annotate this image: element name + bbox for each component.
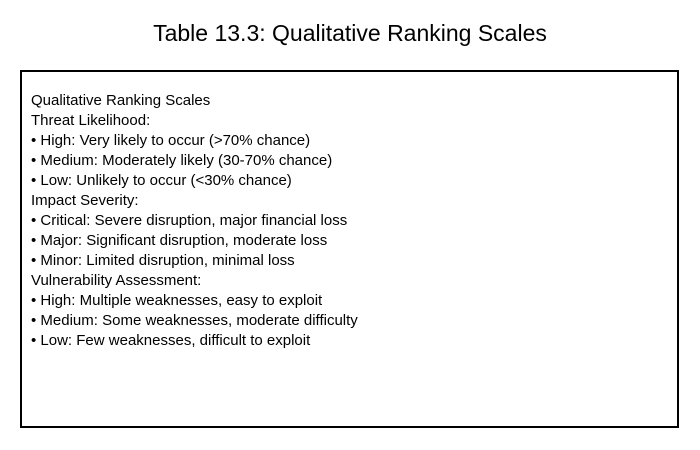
list-item: • Critical: Severe disruption, major fin… bbox=[31, 212, 348, 229]
table-content: Qualitative Ranking Scales Threat Likeli… bbox=[31, 91, 669, 351]
list-item: • Major: Significant disruption, moderat… bbox=[31, 232, 328, 249]
list-item: • High: Very likely to occur (>70% chanc… bbox=[31, 132, 311, 149]
list-item: • Minor: Limited disruption, minimal los… bbox=[31, 252, 295, 269]
list-item: • Low: Few weaknesses, difficult to expl… bbox=[31, 332, 311, 349]
list-item: • Low: Unlikely to occur (<30% chance) bbox=[31, 172, 292, 189]
table-heading: Qualitative Ranking Scales bbox=[31, 92, 211, 109]
list-item: • High: Multiple weaknesses, easy to exp… bbox=[31, 292, 323, 309]
section-title-impact-severity: Impact Severity: bbox=[31, 192, 139, 209]
section-title-vulnerability-assessment: Vulnerability Assessment: bbox=[31, 272, 202, 289]
table-caption: Table 13.3: Qualitative Ranking Scales bbox=[153, 20, 547, 46]
list-item: • Medium: Moderately likely (30-70% chan… bbox=[31, 152, 333, 169]
list-item: • Medium: Some weaknesses, moderate diff… bbox=[31, 312, 358, 329]
ranking-scales-table: Qualitative Ranking Scales Threat Likeli… bbox=[20, 70, 679, 428]
section-title-threat-likelihood: Threat Likelihood: bbox=[31, 112, 151, 129]
